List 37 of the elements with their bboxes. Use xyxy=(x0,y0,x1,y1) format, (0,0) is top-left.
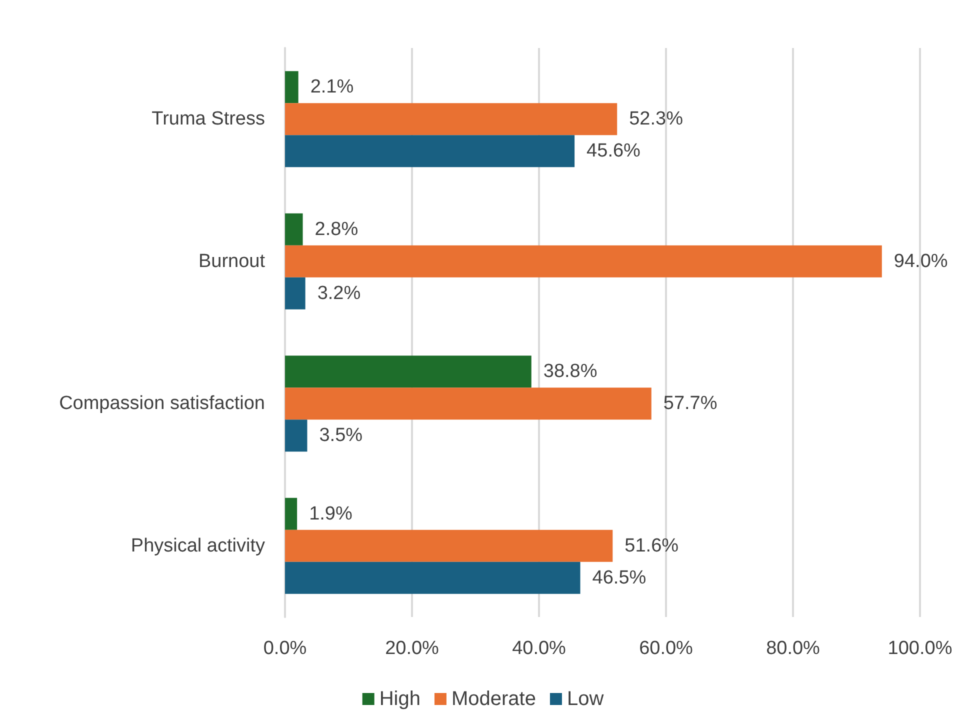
bar xyxy=(285,71,298,104)
bar xyxy=(285,420,308,452)
bar xyxy=(285,356,532,388)
data-label: 3.2% xyxy=(317,282,361,304)
bar xyxy=(285,103,618,136)
x-tick-label: 100.0% xyxy=(888,638,952,659)
bar xyxy=(285,498,298,530)
x-tick-label: 20.0% xyxy=(385,638,440,659)
data-label: 46.5% xyxy=(592,567,646,588)
data-label: 94.0% xyxy=(894,250,948,272)
bar xyxy=(285,277,306,310)
x-tick-label: 60.0% xyxy=(639,638,694,659)
bar xyxy=(285,530,613,562)
bar xyxy=(285,245,882,278)
y-tick-label: Physical activity xyxy=(130,535,266,556)
y-tick-label: Truma Stress xyxy=(152,108,265,130)
x-tick-label: 80.0% xyxy=(766,638,820,659)
data-label: 52.3% xyxy=(629,108,684,130)
y-tick-label: Compassion satisfaction xyxy=(59,393,265,414)
y-tick-label: Burnout xyxy=(198,250,266,272)
data-label: 3.5% xyxy=(319,425,363,446)
data-label: 45.6% xyxy=(586,140,641,162)
bar xyxy=(285,213,303,246)
legend-label: High xyxy=(379,688,420,710)
bar xyxy=(285,135,575,168)
data-label: 2.1% xyxy=(310,76,354,98)
data-label: 57.7% xyxy=(663,393,718,414)
bar xyxy=(285,388,652,420)
legend-label: Low xyxy=(566,688,604,710)
bar xyxy=(285,562,580,594)
data-label: 51.6% xyxy=(624,535,679,556)
legend-label: Moderate xyxy=(451,688,536,710)
data-label: 2.8% xyxy=(314,218,358,240)
data-label: 1.9% xyxy=(309,503,352,524)
data-label: 38.8% xyxy=(543,361,598,382)
x-tick-label: 0.0% xyxy=(263,638,307,659)
x-tick-label: 40.0% xyxy=(512,638,566,659)
